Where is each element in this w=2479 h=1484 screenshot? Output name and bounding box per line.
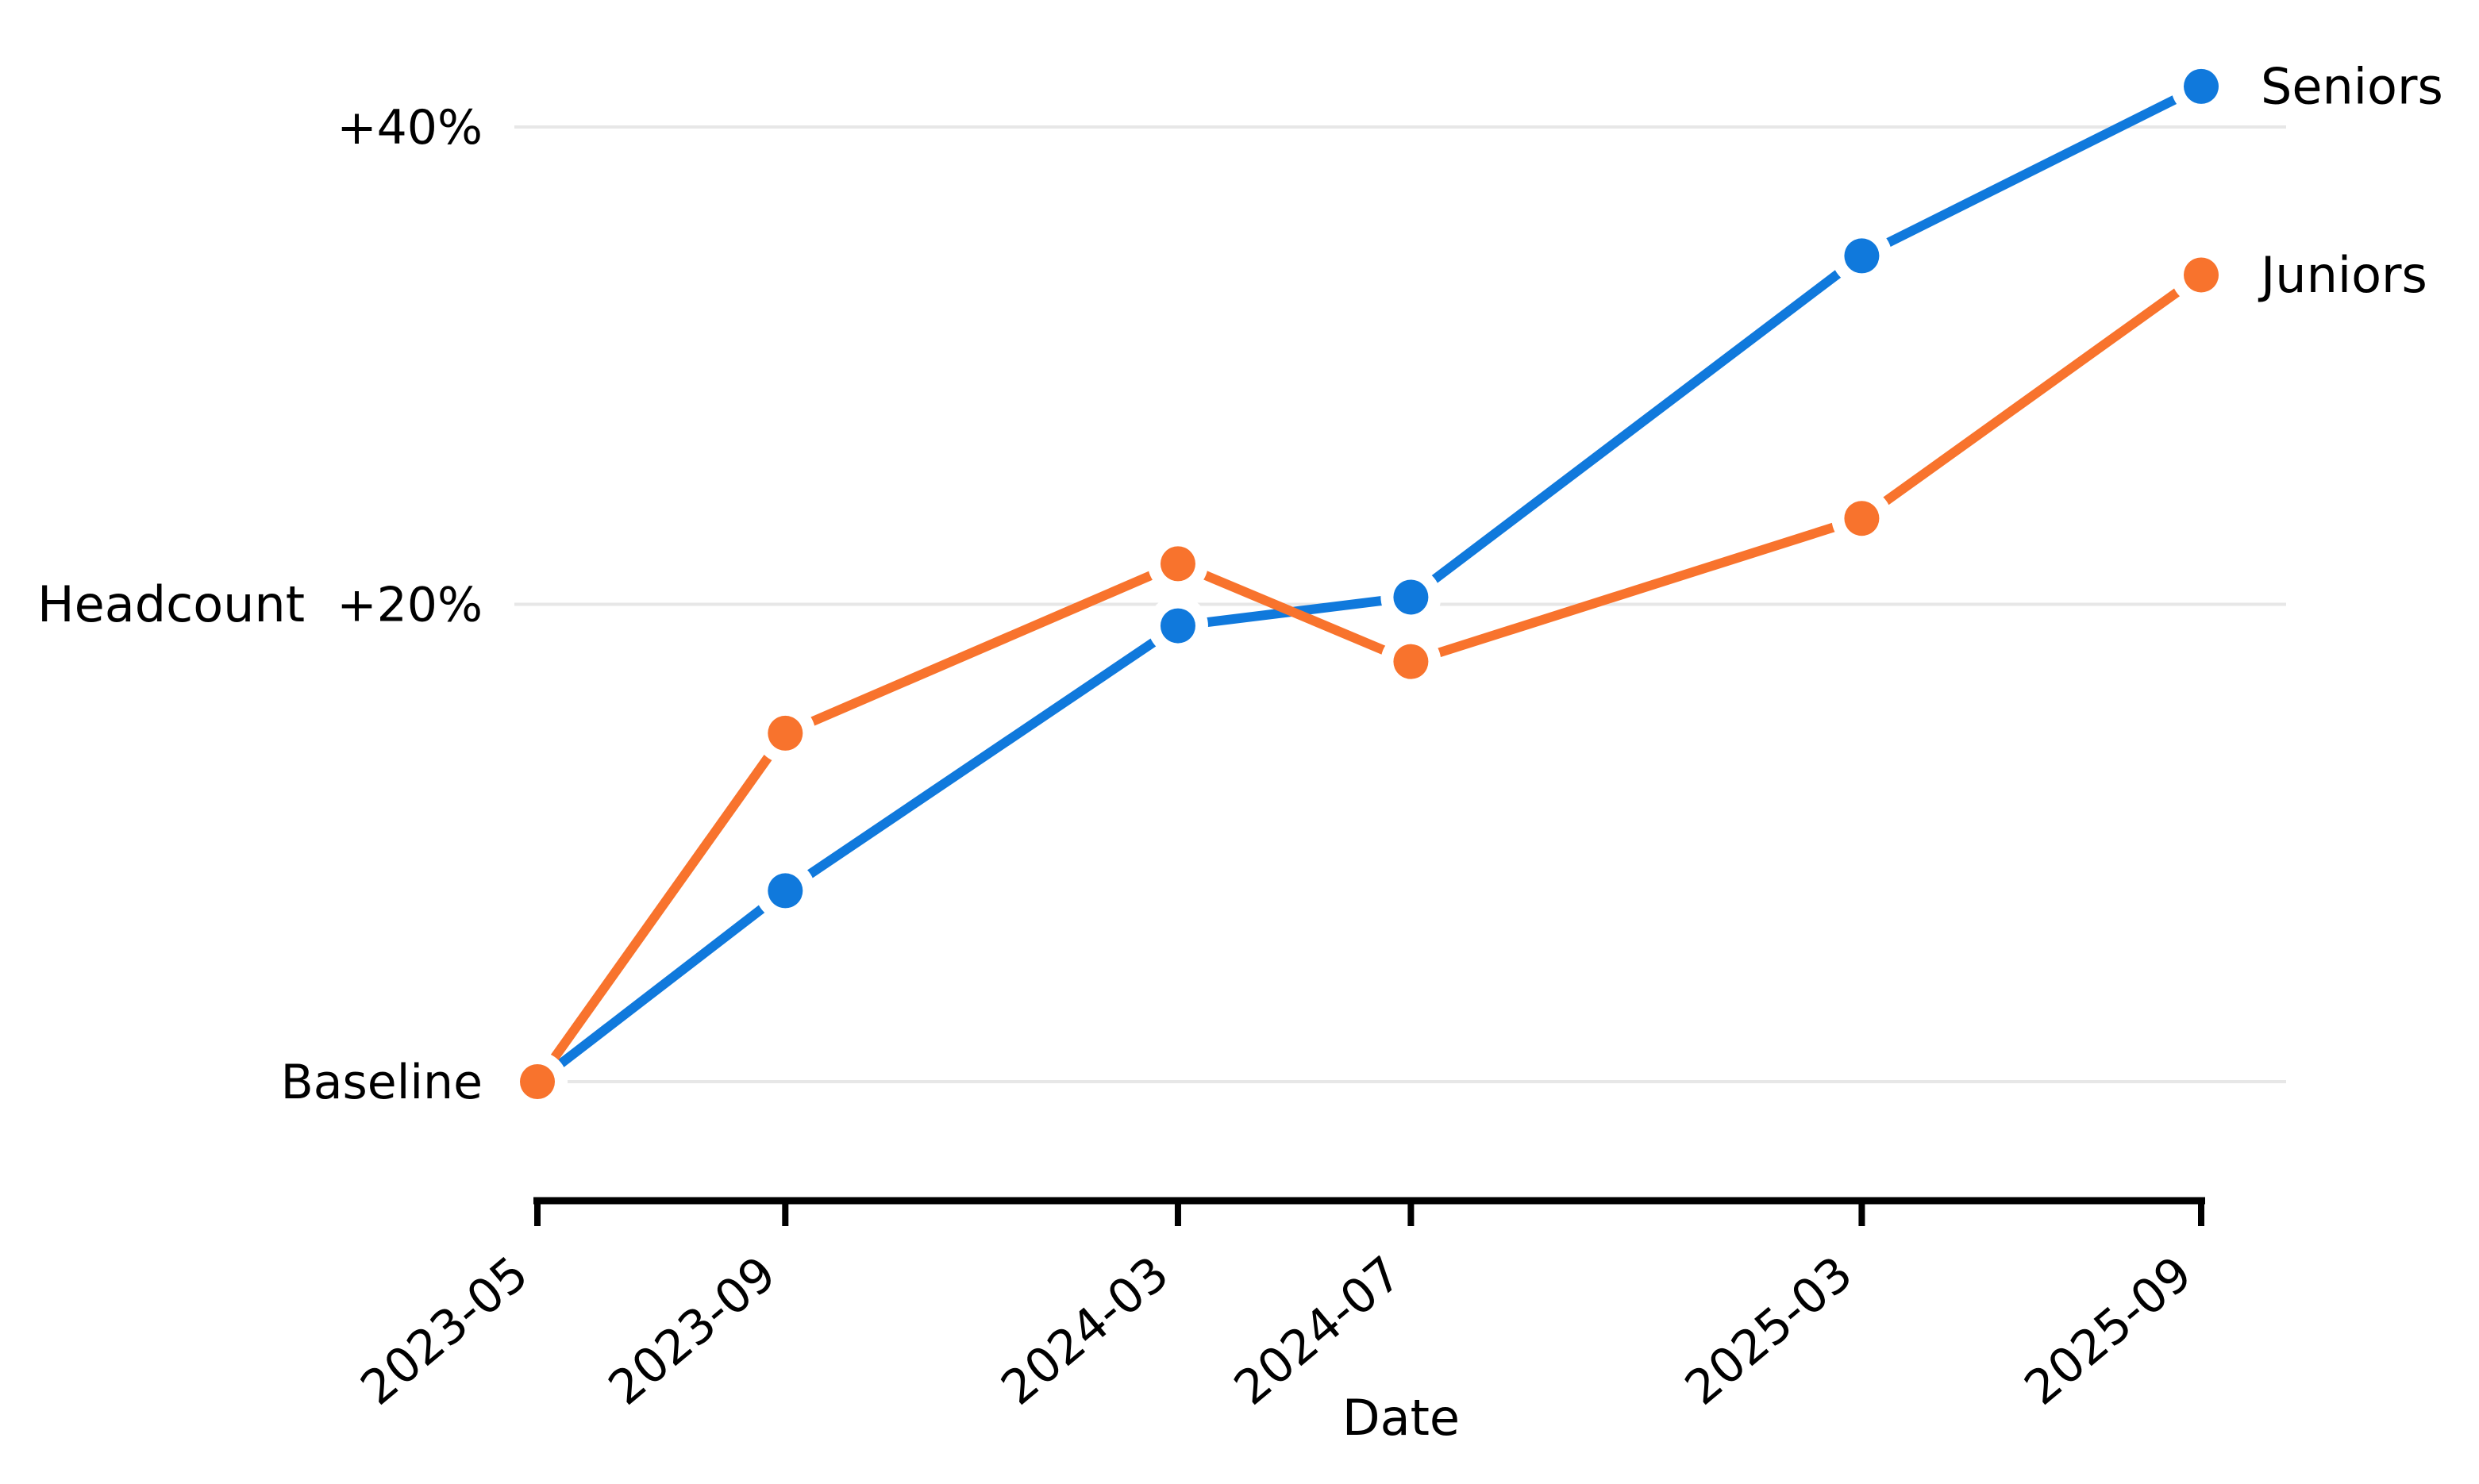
y-tick-label: +40% xyxy=(337,100,483,156)
marker-seniors xyxy=(2184,68,2219,104)
marker-juniors xyxy=(520,1064,555,1099)
x-tick-label: 2023-05 xyxy=(351,1246,539,1417)
y-axis-title: Headcount xyxy=(37,575,305,633)
x-tick-label: 2024-03 xyxy=(991,1246,1180,1417)
x-tick-label: 2025-03 xyxy=(1675,1246,1863,1417)
series-label-juniors: Juniors xyxy=(2258,246,2427,304)
marker-juniors xyxy=(768,715,803,751)
x-tick-label: 2023-09 xyxy=(599,1246,787,1417)
x-axis-title: Date xyxy=(1342,1389,1460,1447)
marker-seniors xyxy=(768,873,803,909)
marker-juniors xyxy=(1160,546,1195,582)
marker-juniors xyxy=(1844,501,1880,536)
marker-seniors xyxy=(1160,608,1195,644)
marker-juniors xyxy=(1393,644,1429,679)
series-label-seniors: Seniors xyxy=(2261,58,2443,116)
line-juniors xyxy=(533,271,2204,1085)
y-tick-label: +20% xyxy=(337,578,483,633)
marker-seniors xyxy=(1844,238,1880,274)
marker-juniors xyxy=(2184,257,2219,293)
y-tick-label: Baseline xyxy=(281,1055,483,1110)
line-seniors xyxy=(534,82,2204,1086)
x-tick-label: 2025-09 xyxy=(2015,1246,2203,1417)
marker-seniors xyxy=(1393,579,1429,615)
